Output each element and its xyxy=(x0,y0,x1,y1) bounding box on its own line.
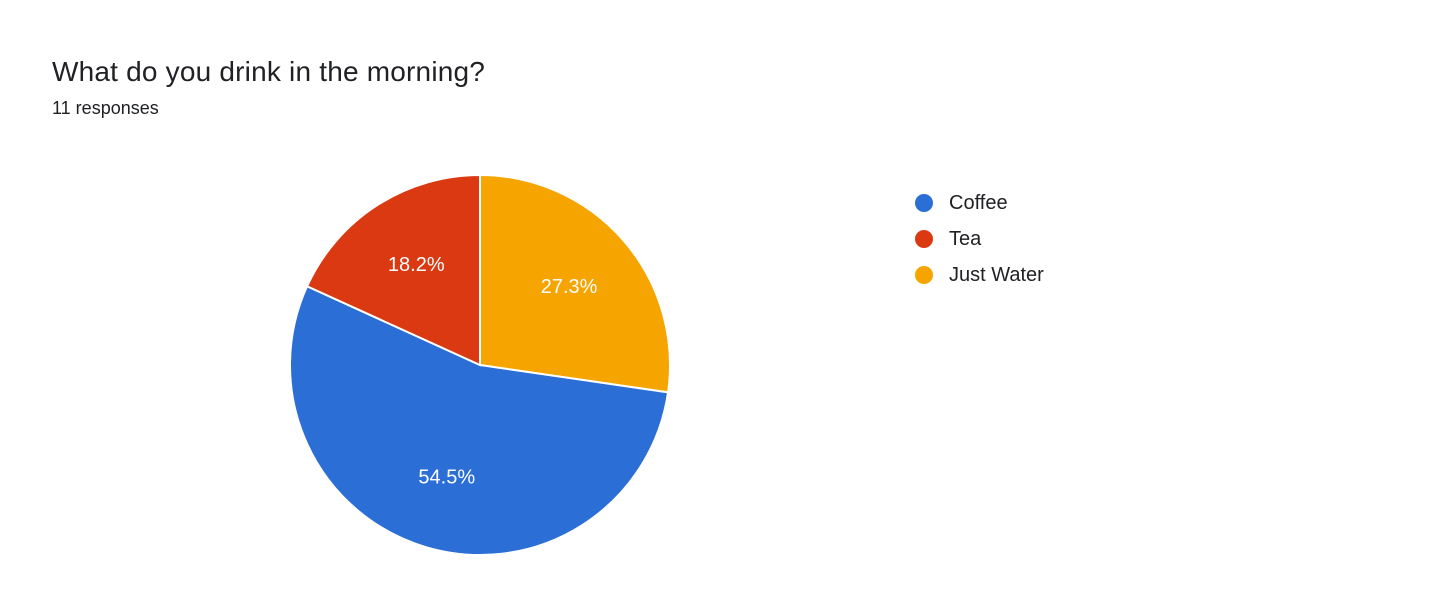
legend-swatch-icon xyxy=(915,230,933,248)
pie-slice-label: 18.2% xyxy=(388,254,445,276)
pie-slice-label: 54.5% xyxy=(418,466,475,488)
legend-label: Coffee xyxy=(949,192,1008,215)
legend-swatch-icon xyxy=(915,266,933,284)
legend-item-just-water: Just Water xyxy=(915,257,1044,293)
legend-label: Just Water xyxy=(949,264,1044,287)
legend-label: Tea xyxy=(949,228,981,251)
response-count: 11 responses xyxy=(52,98,159,119)
chart-title: What do you drink in the morning? xyxy=(52,56,485,88)
chart-container: What do you drink in the morning? 11 res… xyxy=(0,0,1456,612)
legend-item-coffee: Coffee xyxy=(915,185,1044,221)
legend-swatch-icon xyxy=(915,194,933,212)
legend: Coffee Tea Just Water xyxy=(915,185,1044,293)
pie-slice-label: 27.3% xyxy=(541,276,598,298)
pie-chart: 27.3% 54.5% 18.2% xyxy=(290,175,670,555)
legend-item-tea: Tea xyxy=(915,221,1044,257)
